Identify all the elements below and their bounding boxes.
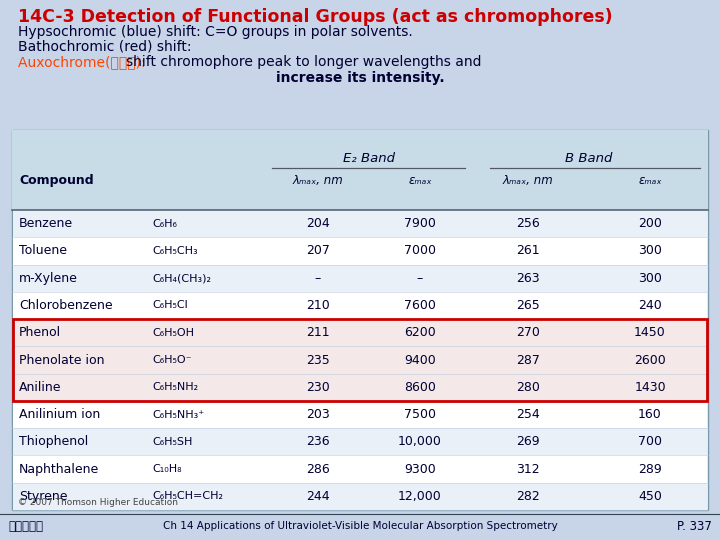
Text: 261: 261 [516, 245, 540, 258]
Bar [13, 237, 707, 265]
Bar [13, 265, 707, 292]
Text: 211: 211 [306, 326, 330, 339]
Text: εₘₐₓ: εₘₐₓ [408, 174, 432, 187]
Text: 1450: 1450 [634, 326, 666, 339]
Text: Styrene: Styrene [19, 490, 68, 503]
Text: εₘₐₓ: εₘₐₓ [638, 174, 662, 187]
Text: 282: 282 [516, 490, 540, 503]
Text: 265: 265 [516, 299, 540, 312]
Text: B Band: B Band [565, 152, 613, 165]
Text: TABLE 14-4: TABLE 14-4 [18, 134, 114, 149]
Text: 2600: 2600 [634, 354, 666, 367]
Text: Compound: Compound [19, 174, 94, 187]
Text: 200: 200 [638, 217, 662, 230]
Text: Chlorobenzene: Chlorobenzene [19, 299, 112, 312]
Text: 210: 210 [306, 299, 330, 312]
Text: 207: 207 [306, 245, 330, 258]
Text: C₆H₅SH: C₆H₅SH [152, 437, 192, 447]
Text: 204: 204 [306, 217, 330, 230]
Bar [13, 319, 707, 401]
Text: C₁₀H₈: C₁₀H₈ [152, 464, 181, 474]
Text: C₆H₅O⁻: C₆H₅O⁻ [152, 355, 192, 365]
Text: –: – [315, 272, 321, 285]
Bar [12, 130, 708, 210]
Bar [13, 210, 707, 237]
Text: Anilinium ion: Anilinium ion [19, 408, 100, 421]
Text: 203: 203 [306, 408, 330, 421]
Text: 9400: 9400 [404, 354, 436, 367]
Text: Auxochrome(助色啸):: Auxochrome(助色啸): [18, 55, 150, 69]
Text: 287: 287 [516, 354, 540, 367]
Text: 312: 312 [516, 463, 540, 476]
Bar [13, 428, 707, 455]
Text: Thiophenol: Thiophenol [19, 435, 89, 448]
Text: 270: 270 [516, 326, 540, 339]
Text: C₆H₅CH=CH₂: C₆H₅CH=CH₂ [152, 491, 223, 501]
Text: Toluene: Toluene [19, 245, 67, 258]
Text: Bathochromic (red) shift:: Bathochromic (red) shift: [18, 40, 192, 54]
Text: Benzene: Benzene [19, 217, 73, 230]
Bar [13, 483, 707, 510]
Text: 450: 450 [638, 490, 662, 503]
Text: P. 337: P. 337 [677, 519, 712, 532]
Text: Phenol: Phenol [19, 326, 61, 339]
Text: Naphthalene: Naphthalene [19, 463, 99, 476]
Bar [13, 374, 707, 401]
Text: 图歐亞書局: 图歐亞書局 [8, 519, 43, 532]
Text: Aniline: Aniline [19, 381, 61, 394]
Text: E₂ Band: E₂ Band [343, 152, 395, 165]
Text: –: – [417, 272, 423, 285]
Text: 7900: 7900 [404, 217, 436, 230]
Text: 160: 160 [638, 408, 662, 421]
Text: 235: 235 [306, 354, 330, 367]
Text: 240: 240 [638, 299, 662, 312]
Text: 300: 300 [638, 272, 662, 285]
Text: Phenolate ion: Phenolate ion [19, 354, 104, 367]
Text: 286: 286 [306, 463, 330, 476]
Text: 700: 700 [638, 435, 662, 448]
Text: 10,000: 10,000 [398, 435, 442, 448]
Text: 12,000: 12,000 [398, 490, 442, 503]
Text: 289: 289 [638, 463, 662, 476]
Text: Absorption Characteristics of Aromatic Compounds: Absorption Characteristics of Aromatic C… [94, 134, 490, 149]
Bar [13, 401, 707, 428]
Text: Ch 14 Applications of Ultraviolet-Visible Molecular Absorption Spectrometry: Ch 14 Applications of Ultraviolet-Visibl… [163, 521, 557, 531]
Text: 300: 300 [638, 245, 662, 258]
Text: C₆H₄(CH₃)₂: C₆H₄(CH₃)₂ [152, 273, 211, 283]
Text: 256: 256 [516, 217, 540, 230]
Text: 14C-3 Detection of Functional Groups (act as chromophores): 14C-3 Detection of Functional Groups (ac… [18, 8, 613, 26]
Text: 1430: 1430 [634, 381, 666, 394]
Text: λₘₐₓ, nm: λₘₐₓ, nm [292, 174, 343, 187]
Text: 244: 244 [306, 490, 330, 503]
Text: 7600: 7600 [404, 299, 436, 312]
Bar [13, 292, 707, 319]
Text: increase its intensity.: increase its intensity. [276, 71, 444, 85]
Text: 254: 254 [516, 408, 540, 421]
Text: 263: 263 [516, 272, 540, 285]
Text: 7000: 7000 [404, 245, 436, 258]
Text: Hypsochromic (blue) shift: C=O groups in polar solvents.: Hypsochromic (blue) shift: C=O groups in… [18, 25, 413, 39]
Text: 236: 236 [306, 435, 330, 448]
Bar [13, 319, 707, 346]
Text: shift chromophore peak to longer wavelengths and: shift chromophore peak to longer wavelen… [126, 55, 482, 69]
Text: © 2007 Thomson Higher Education: © 2007 Thomson Higher Education [18, 498, 178, 507]
Text: 6200: 6200 [404, 326, 436, 339]
Bar [12, 130, 708, 510]
Text: λₘₐₓ, nm: λₘₐₓ, nm [503, 174, 554, 187]
Bar [13, 346, 707, 374]
Text: 269: 269 [516, 435, 540, 448]
Text: 7500: 7500 [404, 408, 436, 421]
Text: 280: 280 [516, 381, 540, 394]
Text: m-Xylene: m-Xylene [19, 272, 78, 285]
Text: C₆H₅NH₃⁺: C₆H₅NH₃⁺ [152, 409, 204, 420]
Text: 230: 230 [306, 381, 330, 394]
Text: C₆H₆: C₆H₆ [152, 219, 177, 228]
Text: C₆H₅OH: C₆H₅OH [152, 328, 194, 338]
Text: 9300: 9300 [404, 463, 436, 476]
Bar [13, 455, 707, 483]
Text: C₆H₅Cl: C₆H₅Cl [152, 300, 188, 310]
Text: C₆H₅CH₃: C₆H₅CH₃ [152, 246, 197, 256]
Text: 8600: 8600 [404, 381, 436, 394]
Text: C₆H₅NH₂: C₆H₅NH₂ [152, 382, 198, 392]
